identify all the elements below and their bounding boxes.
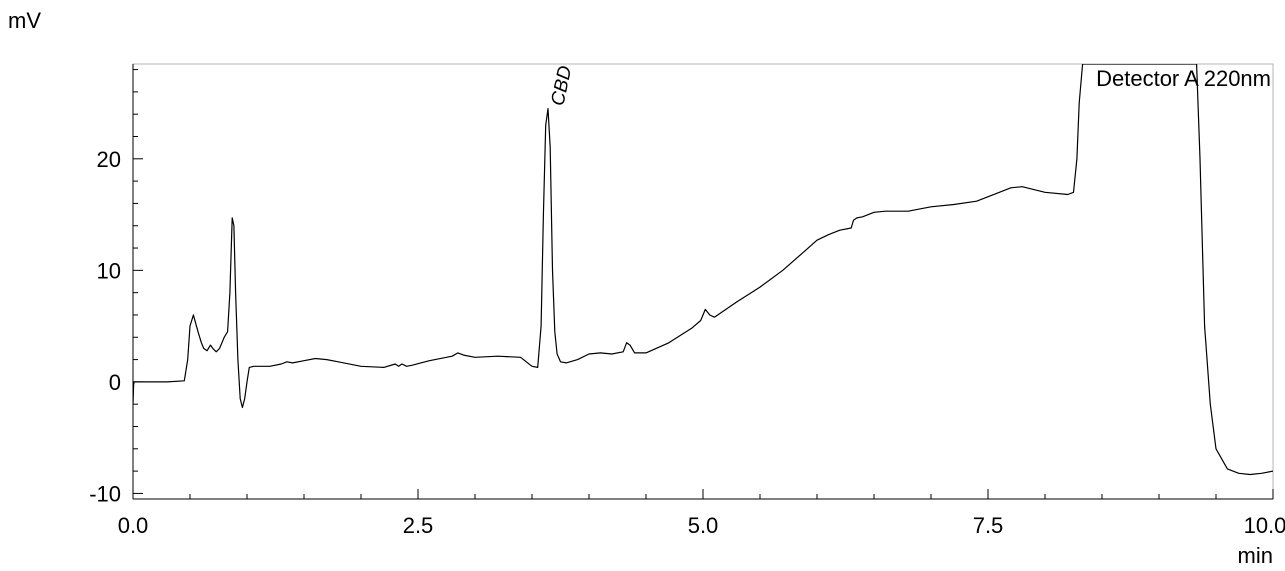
x-axis-unit-label: min bbox=[1237, 543, 1273, 568]
y-tick-label: 10 bbox=[97, 258, 121, 283]
series-line-0 bbox=[133, 64, 1273, 476]
x-tick-label: 7.5 bbox=[973, 513, 1004, 538]
legend-label: Detector A 220nm bbox=[1096, 66, 1271, 91]
peak-annotation: CBD bbox=[547, 64, 576, 108]
x-tick-label: 2.5 bbox=[403, 513, 434, 538]
plot-frame bbox=[132, 63, 1274, 500]
y-tick-label: 20 bbox=[97, 147, 121, 172]
x-tick-label: 10.0 bbox=[1244, 513, 1285, 538]
y-axis-unit-label: mV bbox=[8, 8, 41, 33]
y-tick-label: 0 bbox=[109, 370, 121, 395]
y-tick-label: -10 bbox=[89, 481, 121, 506]
x-tick-label: 5.0 bbox=[688, 513, 719, 538]
x-tick-label: 0.0 bbox=[118, 513, 149, 538]
